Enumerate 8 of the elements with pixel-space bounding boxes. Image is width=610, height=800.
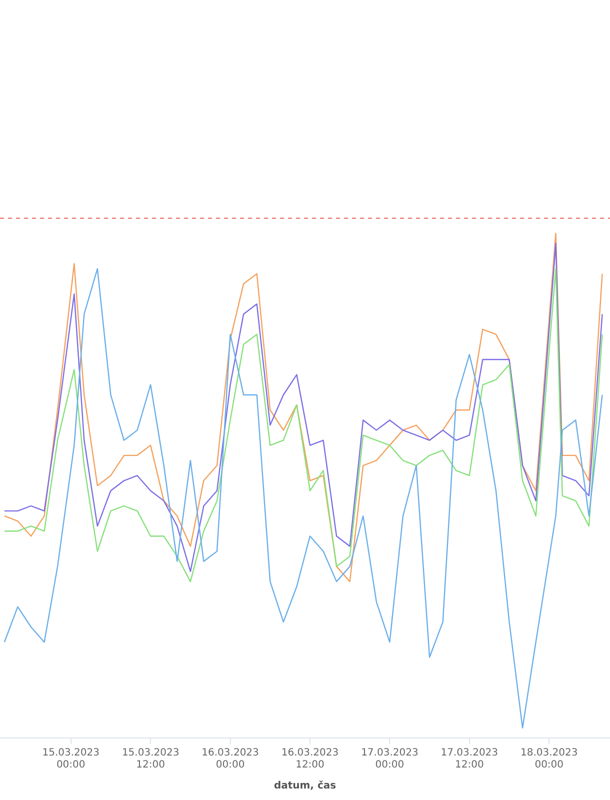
- x-tick-label: 17.03.2023 12:00: [440, 748, 498, 771]
- x-tick-label: 16.03.2023 12:00: [281, 748, 339, 771]
- x-tick-label: 17.03.2023 00:00: [361, 748, 418, 771]
- x-axis-title: datum, čas: [274, 780, 336, 792]
- x-tick-label: 18.03.2023 00:00: [520, 748, 578, 771]
- x-tick-label: 16.03.2023 00:00: [202, 748, 259, 771]
- x-tick-label: 15.03.2023 12:00: [122, 748, 180, 771]
- x-tick-label: 15.03.2023 00:00: [42, 748, 100, 771]
